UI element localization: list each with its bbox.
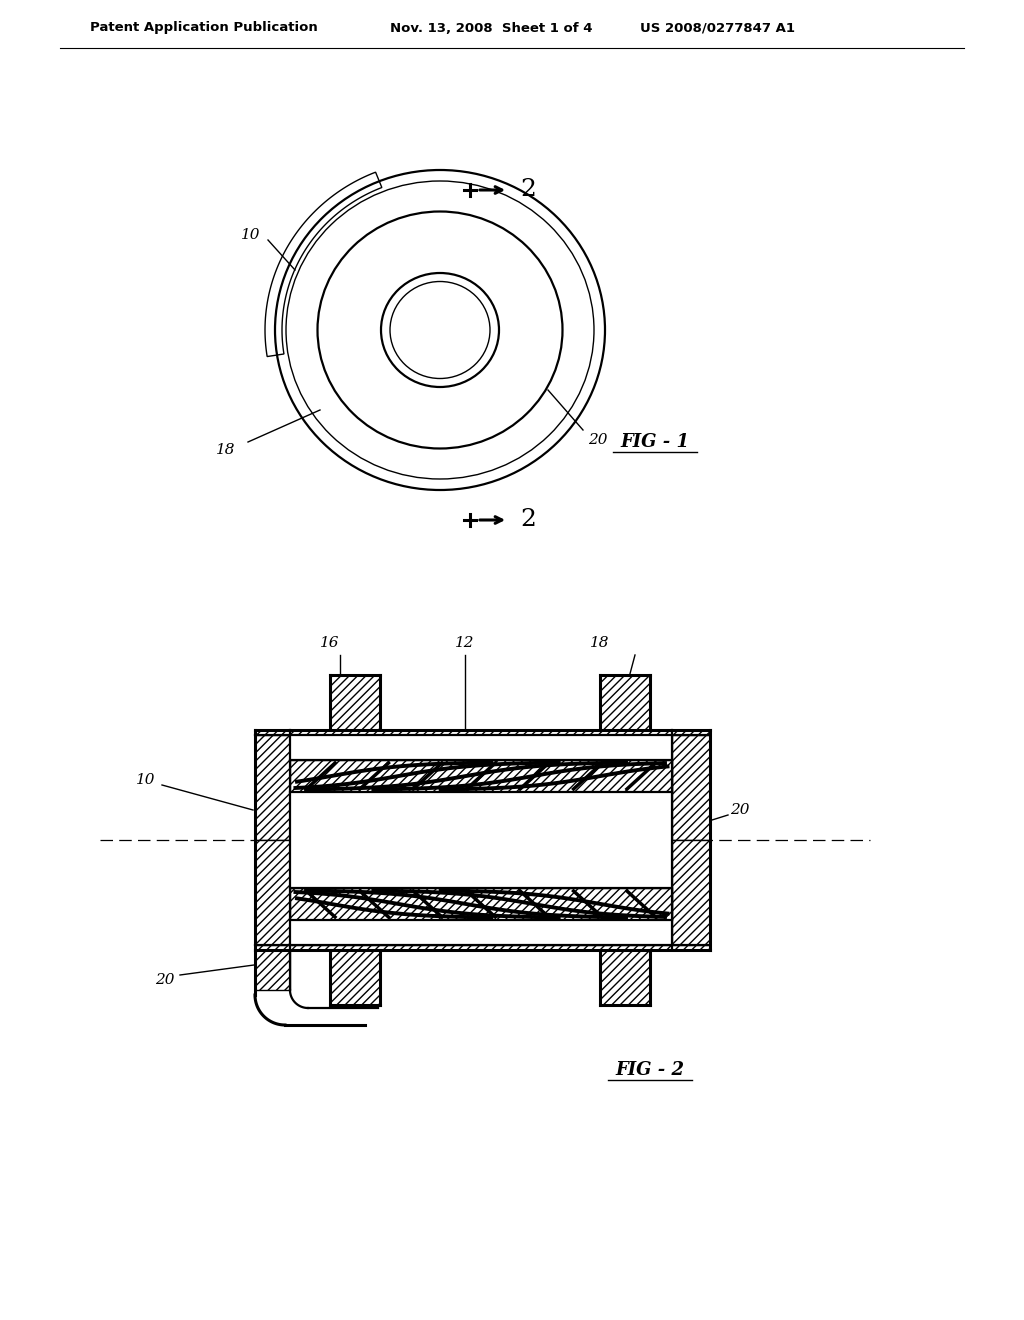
Polygon shape: [255, 730, 710, 735]
Text: 18: 18: [215, 444, 234, 457]
Polygon shape: [255, 840, 290, 950]
Text: Patent Application Publication: Patent Application Publication: [90, 21, 317, 34]
Polygon shape: [255, 730, 290, 840]
Polygon shape: [330, 950, 380, 1005]
Text: FIG - 1: FIG - 1: [621, 433, 689, 451]
Text: 14: 14: [470, 847, 489, 862]
Text: 18: 18: [590, 636, 609, 649]
Polygon shape: [290, 888, 672, 920]
Polygon shape: [600, 950, 650, 1005]
Text: 2: 2: [520, 508, 536, 532]
Polygon shape: [600, 675, 650, 730]
Text: 16: 16: [321, 636, 340, 649]
Bar: [290, 840, 672, 888]
Text: 2: 2: [520, 178, 536, 202]
Text: 20: 20: [588, 433, 607, 447]
Text: 10: 10: [241, 228, 260, 242]
Polygon shape: [672, 840, 710, 950]
Polygon shape: [672, 730, 710, 840]
Text: 20: 20: [156, 973, 175, 987]
Text: US 2008/0277847 A1: US 2008/0277847 A1: [640, 21, 795, 34]
Polygon shape: [255, 950, 290, 990]
Polygon shape: [330, 675, 380, 730]
Polygon shape: [290, 760, 672, 792]
Bar: [290, 792, 672, 840]
Bar: [290, 735, 672, 760]
Text: 20: 20: [730, 803, 750, 817]
Text: 12: 12: [456, 636, 475, 649]
Polygon shape: [255, 945, 710, 950]
Bar: [290, 920, 672, 945]
Text: FIG - 2: FIG - 2: [615, 1061, 684, 1078]
Text: Nov. 13, 2008  Sheet 1 of 4: Nov. 13, 2008 Sheet 1 of 4: [390, 21, 593, 34]
Text: 10: 10: [135, 774, 155, 787]
